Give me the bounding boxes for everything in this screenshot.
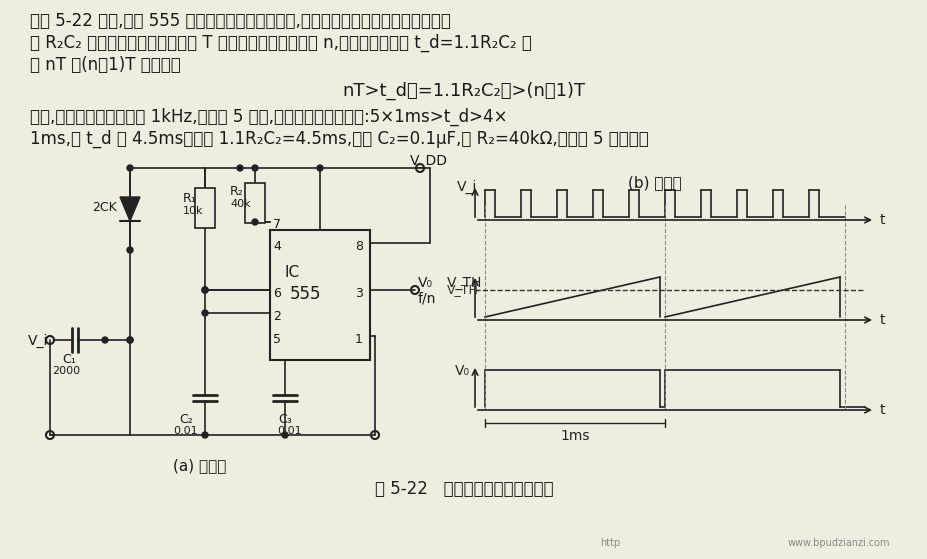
Text: 例如,设触发信号的频率为 1kHz,欲进行 5 分频,则应按下式选择参数:5×1ms>t_d>4×: 例如,设触发信号的频率为 1kHz,欲进行 5 分频,则应按下式选择参数:5×1… [30,108,507,126]
Text: t: t [879,403,884,417]
Circle shape [202,287,208,293]
Text: 7: 7 [273,218,281,231]
Text: 数 R₂C₂ 与输入触发脉冲重复周期 T 的关系。设分频次数为 n,则要求定时时间 t_d=1.1R₂C₂ 应: 数 R₂C₂ 与输入触发脉冲重复周期 T 的关系。设分频次数为 n,则要求定时时… [30,34,531,52]
Text: 555: 555 [289,285,321,303]
Text: 3: 3 [355,287,362,300]
Circle shape [317,165,323,171]
Polygon shape [120,197,140,221]
Circle shape [282,432,287,438]
Text: nT>t_d（=1.1R₂C₂）>(n－1)T: nT>t_d（=1.1R₂C₂）>(n－1)T [342,82,585,100]
Text: 10k: 10k [183,206,203,216]
Text: IC: IC [285,265,299,280]
Text: 4: 4 [273,240,281,253]
Text: V_i: V_i [456,180,476,194]
Text: 2CK: 2CK [92,201,117,214]
Text: 0.01: 0.01 [276,426,301,436]
Text: C₁: C₁ [62,353,76,366]
Circle shape [102,337,108,343]
Text: V_TH: V_TH [447,276,482,290]
Text: f/n: f/n [417,292,436,306]
Circle shape [202,432,208,438]
Text: 1: 1 [355,333,362,346]
Text: http: http [600,538,619,548]
Circle shape [202,287,208,293]
Text: R₁: R₁ [183,192,197,205]
Circle shape [202,310,208,316]
Text: 1ms,取 t_d 为 4.5ms。因而 1.1R₂C₂=4.5ms,若取 C₂=0.1μF,则 R₂=40kΩ,可实现 5 次分频。: 1ms,取 t_d 为 4.5ms。因而 1.1R₂C₂=4.5ms,若取 C₂… [30,130,648,148]
Text: V₀: V₀ [417,276,433,290]
Text: 8: 8 [355,240,362,253]
Text: 图 5-22   单稳电路用作分频器电路: 图 5-22 单稳电路用作分频器电路 [375,480,552,498]
Text: V₀: V₀ [454,364,469,378]
Text: t: t [879,313,884,327]
Text: 0.01: 0.01 [172,426,197,436]
Bar [195,188,215,228]
Circle shape [127,337,133,343]
Text: V_i: V_i [28,334,48,348]
Bar [245,183,265,223]
Circle shape [252,165,258,171]
Text: 40k: 40k [230,199,250,209]
Text: t: t [879,213,884,227]
Circle shape [236,165,243,171]
Circle shape [252,219,258,225]
Circle shape [127,165,133,171]
Text: V_TH: V_TH [447,283,478,296]
Text: (b) 波形图: (b) 波形图 [628,175,681,190]
Text: (a) 电路图: (a) 电路图 [173,458,226,473]
Text: C₂: C₂ [179,413,193,426]
Text: 2000: 2000 [52,366,80,376]
Text: 6: 6 [273,287,281,300]
Text: 如图 5-22 所示,利用 555 构成的单稳态作为分频器,关键是正确选择定时电路的时间常: 如图 5-22 所示,利用 555 构成的单稳态作为分频器,关键是正确选择定时电… [30,12,451,30]
Circle shape [127,337,133,343]
Text: 1ms: 1ms [560,429,590,443]
Text: V_DD: V_DD [410,154,448,168]
Text: C₃: C₃ [278,413,291,426]
Text: 在 nT 和(n－1)T 之间。即: 在 nT 和(n－1)T 之间。即 [30,56,181,74]
Text: R₂: R₂ [230,185,244,198]
Text: 5: 5 [273,333,281,346]
Text: 2: 2 [273,310,281,323]
Text: www.bpudzianzi.com: www.bpudzianzi.com [787,538,889,548]
Bar [270,230,370,360]
Circle shape [127,247,133,253]
